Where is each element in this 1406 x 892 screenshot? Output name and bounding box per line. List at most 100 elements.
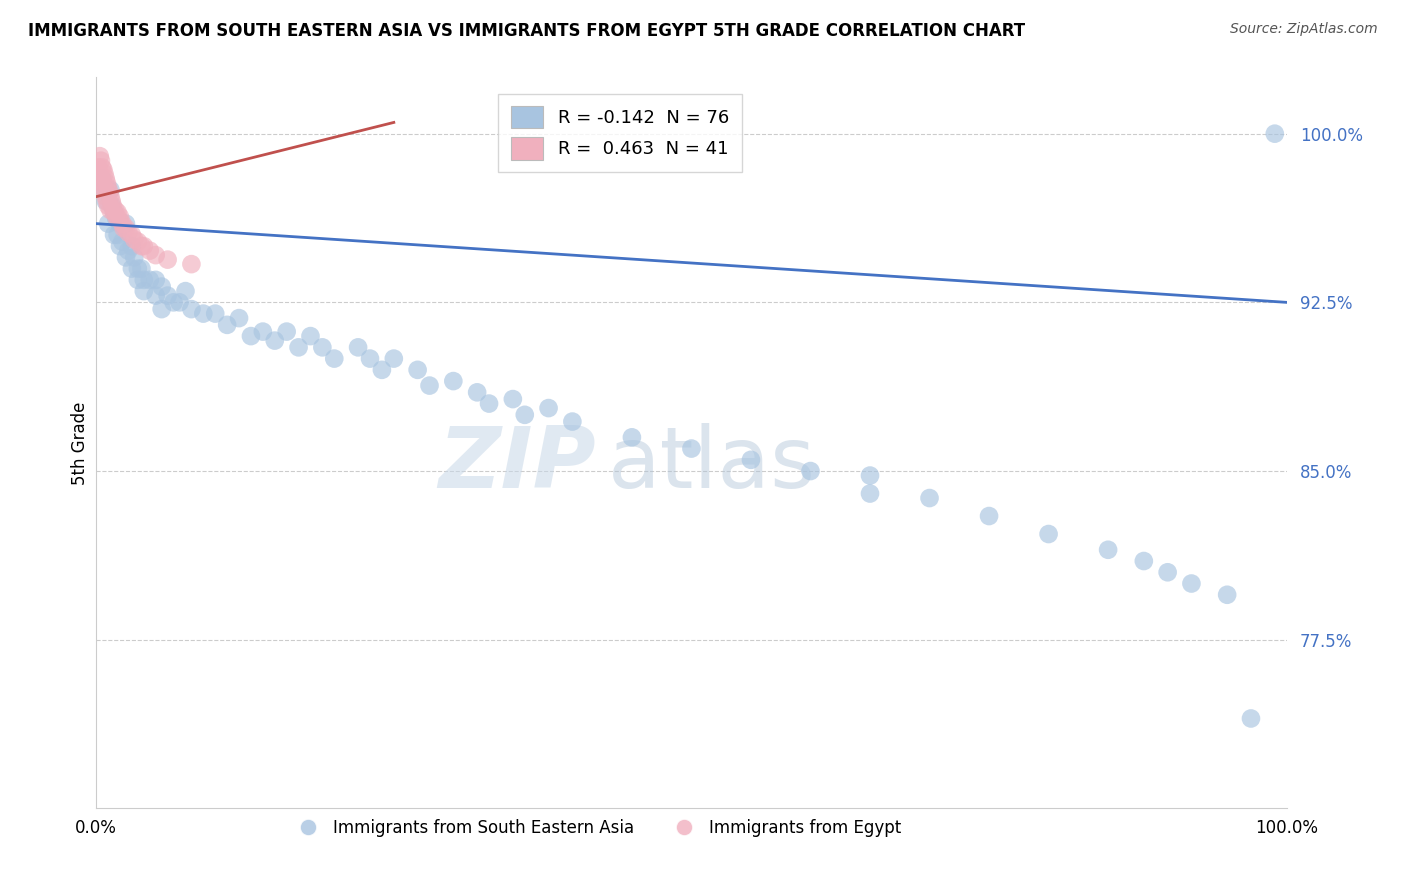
Point bbox=[127, 235, 149, 249]
Legend: Immigrants from South Eastern Asia, Immigrants from Egypt: Immigrants from South Eastern Asia, Immi… bbox=[284, 813, 908, 844]
Point bbox=[347, 340, 370, 354]
Point bbox=[131, 239, 153, 253]
Point bbox=[323, 351, 346, 366]
Point bbox=[359, 351, 381, 366]
Point bbox=[127, 261, 149, 276]
Point bbox=[740, 452, 762, 467]
Point bbox=[1264, 127, 1286, 141]
Point bbox=[239, 329, 262, 343]
Point bbox=[681, 442, 703, 456]
Point bbox=[418, 378, 440, 392]
Point bbox=[124, 251, 146, 265]
Point bbox=[441, 374, 464, 388]
Point bbox=[105, 212, 128, 227]
Point bbox=[620, 430, 643, 444]
Point bbox=[371, 363, 394, 377]
Point bbox=[91, 171, 114, 186]
Point bbox=[100, 199, 122, 213]
Text: IMMIGRANTS FROM SOUTH EASTERN ASIA VS IMMIGRANTS FROM EGYPT 5TH GRADE CORRELATIO: IMMIGRANTS FROM SOUTH EASTERN ASIA VS IM… bbox=[28, 22, 1025, 40]
Point bbox=[131, 261, 153, 276]
Point bbox=[145, 288, 167, 302]
Point bbox=[97, 217, 120, 231]
Point bbox=[406, 363, 429, 377]
Point bbox=[121, 261, 143, 276]
Point bbox=[94, 189, 117, 203]
Point bbox=[105, 210, 128, 224]
Point bbox=[100, 189, 122, 203]
Point bbox=[252, 325, 274, 339]
Point bbox=[859, 468, 882, 483]
Text: atlas: atlas bbox=[609, 424, 815, 507]
Point bbox=[311, 340, 333, 354]
Point bbox=[228, 311, 250, 326]
Point bbox=[1097, 542, 1119, 557]
Point bbox=[108, 217, 131, 231]
Point bbox=[90, 171, 112, 186]
Point bbox=[94, 194, 117, 209]
Point bbox=[193, 307, 215, 321]
Point bbox=[1156, 566, 1178, 580]
Point bbox=[104, 203, 127, 218]
Point bbox=[89, 149, 111, 163]
Point bbox=[156, 288, 179, 302]
Point bbox=[96, 176, 118, 190]
Point bbox=[127, 273, 149, 287]
Point bbox=[276, 325, 298, 339]
Point bbox=[132, 239, 155, 253]
Point bbox=[145, 248, 167, 262]
Point bbox=[139, 244, 162, 258]
Point bbox=[97, 199, 120, 213]
Point bbox=[91, 162, 114, 177]
Point bbox=[91, 180, 114, 194]
Point bbox=[100, 203, 122, 218]
Point bbox=[87, 161, 110, 175]
Point bbox=[502, 392, 524, 406]
Point bbox=[145, 273, 167, 287]
Point bbox=[121, 239, 143, 253]
Point bbox=[132, 273, 155, 287]
Point bbox=[108, 239, 131, 253]
Point bbox=[180, 257, 202, 271]
Point bbox=[382, 351, 405, 366]
Point bbox=[107, 212, 129, 227]
Text: ZIP: ZIP bbox=[439, 424, 596, 507]
Point bbox=[299, 329, 322, 343]
Point bbox=[1240, 711, 1263, 725]
Point bbox=[124, 232, 146, 246]
Point bbox=[111, 217, 134, 231]
Point bbox=[93, 183, 115, 197]
Point bbox=[204, 307, 226, 321]
Point bbox=[103, 227, 125, 242]
Point bbox=[859, 486, 882, 500]
Point bbox=[117, 226, 139, 240]
Point bbox=[537, 401, 560, 415]
Point bbox=[103, 205, 125, 219]
Point bbox=[117, 244, 139, 258]
Point bbox=[162, 295, 184, 310]
Point bbox=[115, 217, 138, 231]
Point bbox=[96, 194, 118, 209]
Point bbox=[112, 221, 135, 235]
Point bbox=[156, 252, 179, 267]
Point bbox=[561, 415, 583, 429]
Point bbox=[91, 176, 114, 190]
Point bbox=[139, 273, 162, 287]
Point bbox=[465, 385, 488, 400]
Point bbox=[150, 302, 173, 317]
Point bbox=[180, 302, 202, 317]
Point bbox=[107, 227, 129, 242]
Point bbox=[121, 227, 143, 242]
Point bbox=[287, 340, 309, 354]
Point bbox=[94, 171, 117, 186]
Point bbox=[97, 183, 120, 197]
Point bbox=[93, 167, 115, 181]
Point bbox=[91, 161, 114, 175]
Point bbox=[90, 153, 112, 168]
Point bbox=[97, 180, 120, 194]
Point bbox=[150, 279, 173, 293]
Y-axis label: 5th Grade: 5th Grade bbox=[72, 401, 89, 484]
Point bbox=[100, 194, 122, 209]
Point bbox=[217, 318, 239, 332]
Point bbox=[115, 251, 138, 265]
Point bbox=[169, 295, 191, 310]
